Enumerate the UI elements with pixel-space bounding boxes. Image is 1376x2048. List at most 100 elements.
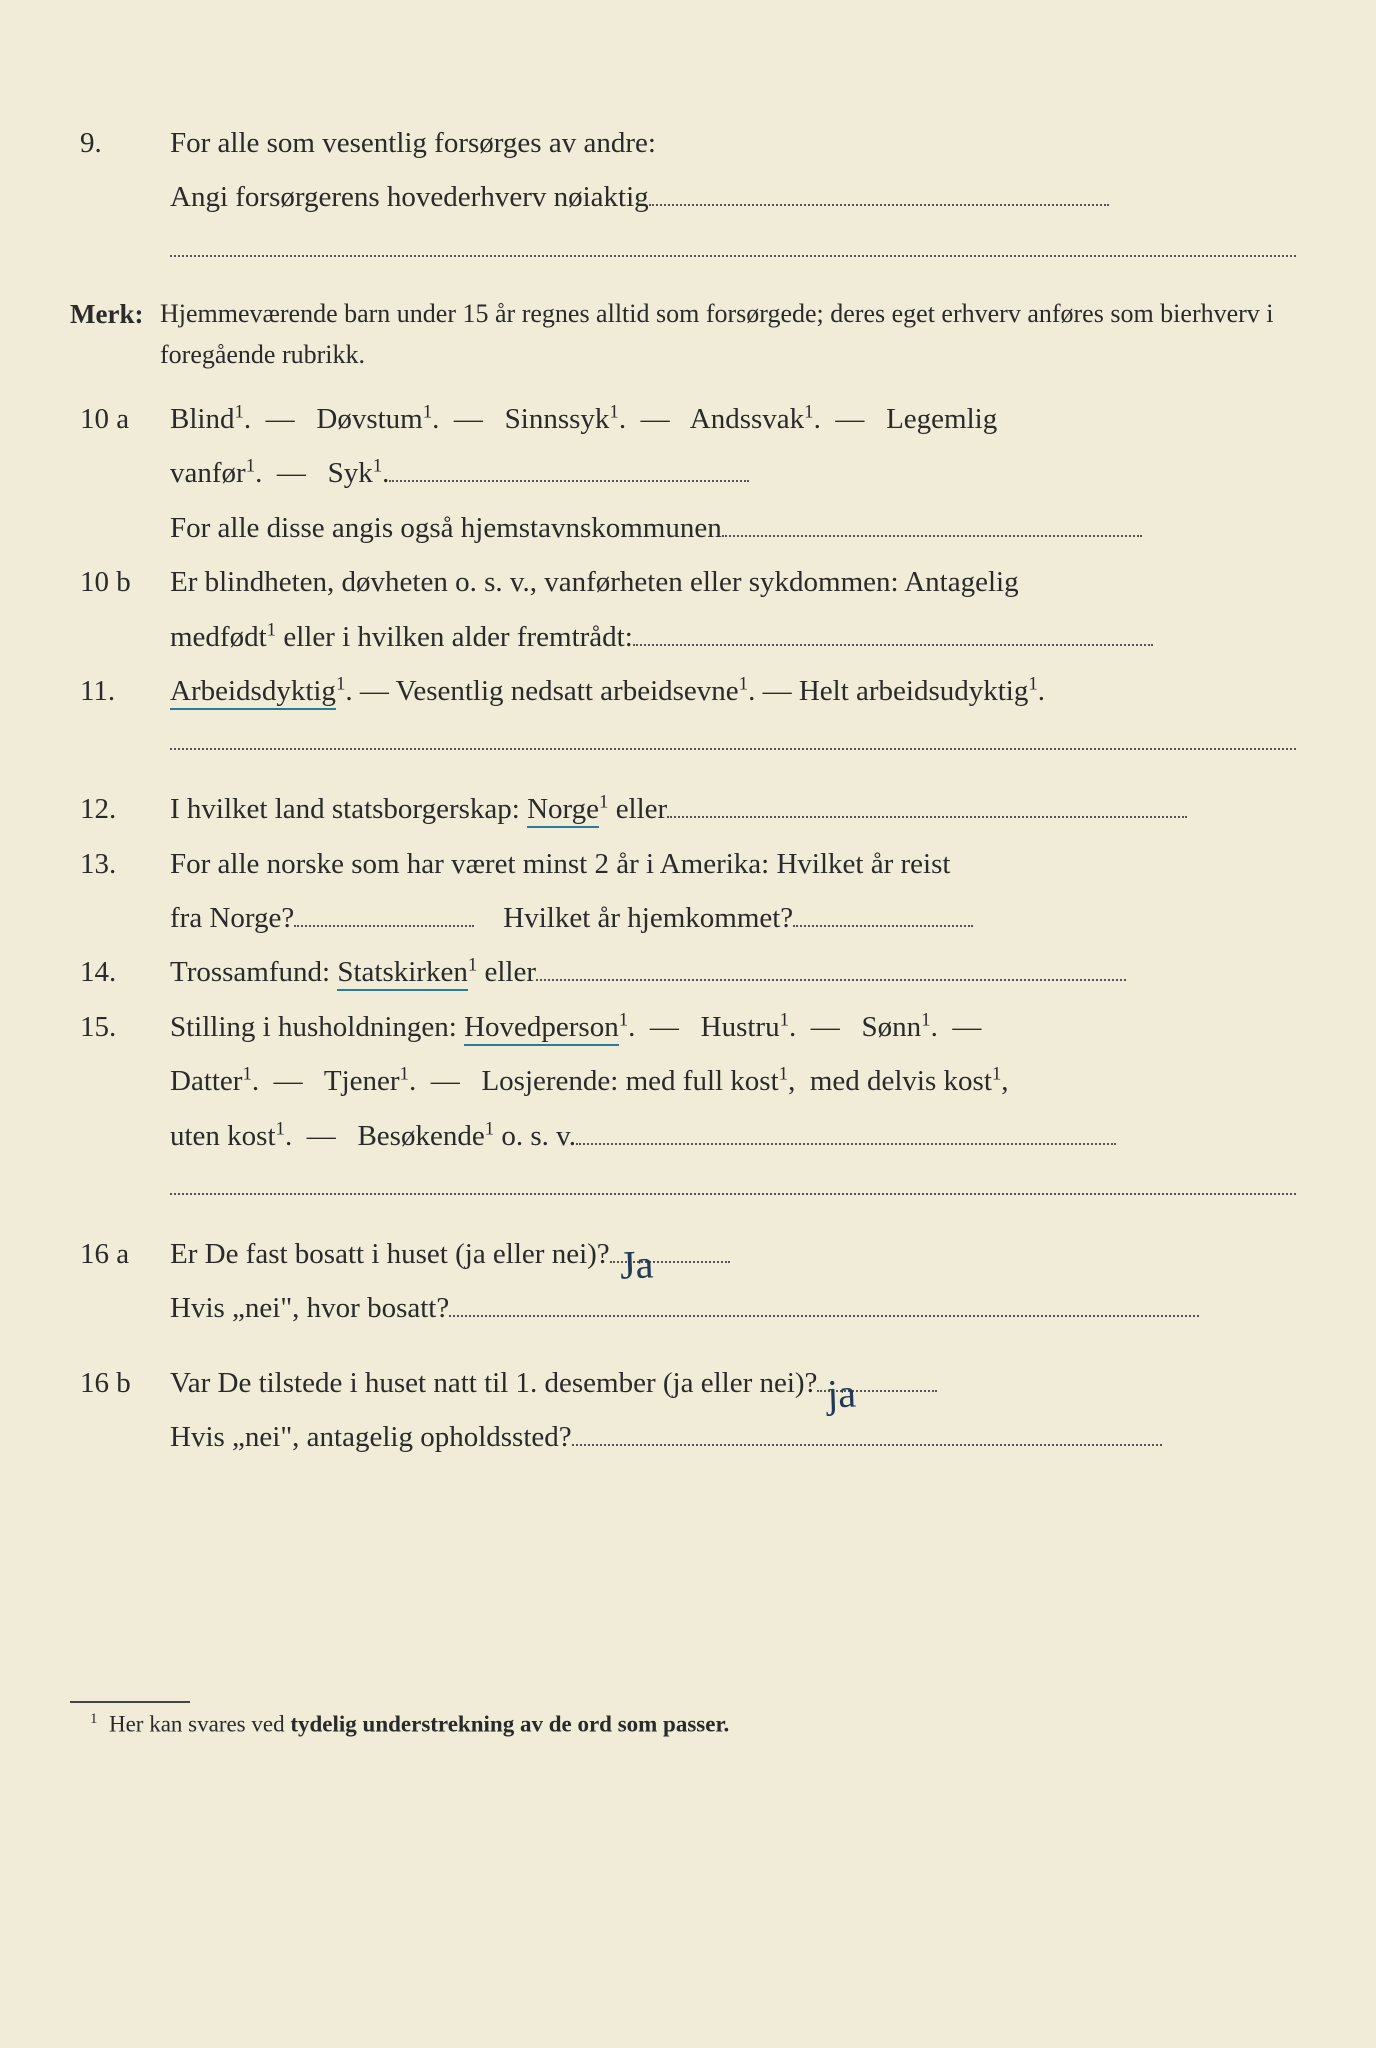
q10b-row2: medfødt1 eller i hvilken alder fremtrådt… xyxy=(70,614,1296,660)
q9-number: 9. xyxy=(70,120,170,166)
q16b-row2: Hvis „nei", antagelig opholdssted? xyxy=(70,1414,1296,1460)
footnote-bold: tydelig understrekning av de ord som pas… xyxy=(290,1711,729,1736)
q14-eller: eller xyxy=(477,956,536,988)
q16a-line2: Hvis „nei", hvor bosatt? xyxy=(170,1292,449,1324)
q11-opt2: Vesentlig nedsatt arbeidsevne xyxy=(396,675,739,707)
q13-row: 13. For alle norske som har været minst … xyxy=(70,841,1296,887)
q15-hovedperson[interactable]: Hovedperson xyxy=(464,1011,619,1046)
q15-row: 15. Stilling i husholdningen: Hovedperso… xyxy=(70,1004,1296,1050)
q13-blank1[interactable] xyxy=(294,925,474,927)
q15-tjener: Tjener xyxy=(324,1065,400,1097)
q15-delvis: med delvis kost xyxy=(810,1065,992,1097)
q13-line2b: Hvilket år hjemkommet? xyxy=(503,902,793,934)
q9-blank-full[interactable] xyxy=(170,227,1296,257)
q13-line2a: fra Norge? xyxy=(170,902,294,934)
q12-blank[interactable] xyxy=(667,816,1187,818)
q11-number: 11. xyxy=(70,668,170,714)
q13-blank2[interactable] xyxy=(793,925,973,927)
q11-opt3: Helt arbeidsudyktig xyxy=(799,675,1029,707)
q9-blank[interactable] xyxy=(649,204,1109,206)
q10a-legemlig: Legemlig xyxy=(886,403,997,435)
q13-line1: For alle norske som har været minst 2 år… xyxy=(170,841,1296,887)
q13-number: 13. xyxy=(70,841,170,887)
q16b-blank2[interactable] xyxy=(572,1444,1162,1446)
q15-besok: Besøkende xyxy=(357,1120,484,1152)
q9-content: For alle som vesentlig forsørges av andr… xyxy=(170,120,1296,166)
q9-row2: Angi forsørgerens hovederhverv nøiaktig xyxy=(70,174,1296,256)
merk-row: Merk: Hjemmeværende barn under 15 år reg… xyxy=(70,293,1296,376)
q10b-line2b: eller i hvilken alder fremtrådt: xyxy=(276,621,633,653)
q14-text: Trossamfund: xyxy=(170,956,337,988)
q15-blank2[interactable] xyxy=(170,1165,1296,1195)
q12-number: 12. xyxy=(70,786,170,832)
merk-text: Hjemmeværende barn under 15 år regnes al… xyxy=(160,293,1296,376)
q10a-blind: Blind xyxy=(170,403,234,435)
q10b-row: 10 b Er blindheten, døvheten o. s. v., v… xyxy=(70,559,1296,605)
q16a-blank2[interactable] xyxy=(449,1315,1199,1317)
q9-line1: For alle som vesentlig forsørges av andr… xyxy=(170,127,656,159)
q12-text: I hvilket land statsborgerskap: xyxy=(170,793,527,825)
q14-statskirken[interactable]: Statskirken xyxy=(337,956,468,991)
q15-number: 15. xyxy=(70,1004,170,1050)
q9-line2: Angi forsørgerens hovederhverv nøiaktig xyxy=(170,181,649,213)
q12-row: 12. I hvilket land statsborgerskap: Norg… xyxy=(70,786,1296,832)
q14-number: 14. xyxy=(70,949,170,995)
q10a-number: 10 a xyxy=(70,396,170,442)
q10a-row: 10 a Blind1. — Døvstum1. — Sinnssyk1. — … xyxy=(70,396,1296,442)
q15-row2: Datter1. — Tjener1. — Losjerende: med fu… xyxy=(70,1058,1296,1104)
q10a-dovstum: Døvstum xyxy=(316,403,422,435)
q15-sonn: Sønn xyxy=(862,1011,922,1043)
q10a-vanfor: vanfør xyxy=(170,457,246,489)
q10a-row3: For alle disse angis også hjemstavnskomm… xyxy=(70,505,1296,551)
q16a-row: 16 a Er De fast bosatt i huset (ja eller… xyxy=(70,1231,1296,1277)
merk-label: Merk: xyxy=(70,293,160,336)
q16b-row: 16 b Var De tilstede i huset natt til 1.… xyxy=(70,1360,1296,1406)
footnote-rule xyxy=(70,1701,190,1703)
q15-losj: Losjerende: med full kost xyxy=(481,1065,778,1097)
q10a-line3: For alle disse angis også hjemstavnskomm… xyxy=(170,512,722,544)
q16a-answer: Ja xyxy=(619,1232,655,1297)
q15-osv: o. s. v. xyxy=(494,1120,576,1152)
q12-eller: eller xyxy=(608,793,667,825)
census-form-page: 9. For alle som vesentlig forsørges av a… xyxy=(0,0,1376,2048)
q10a-sinnssyk: Sinnssyk xyxy=(505,403,610,435)
q13-row2: fra Norge? Hvilket år hjemkommet? xyxy=(70,895,1296,941)
q10a-blank2[interactable] xyxy=(722,535,1142,537)
q16a-row2: Hvis „nei", hvor bosatt? xyxy=(70,1285,1296,1331)
footnote-sup: 1 xyxy=(90,1711,97,1727)
q16b-number: 16 b xyxy=(70,1360,170,1406)
q10b-line2a: medfødt xyxy=(170,621,267,653)
q10a-row2: vanfør1. — Syk1. xyxy=(70,450,1296,496)
q15-uten: uten kost xyxy=(170,1120,276,1152)
q10b-number: 10 b xyxy=(70,559,170,605)
q16a-blank[interactable]: Ja xyxy=(610,1261,730,1263)
q16b-text: Var De tilstede i huset natt til 1. dese… xyxy=(170,1367,817,1399)
q10a-content: Blind1. — Døvstum1. — Sinnssyk1. — Andss… xyxy=(170,396,1296,442)
q10b-blank[interactable] xyxy=(633,644,1153,646)
q11-blank[interactable] xyxy=(170,720,1296,750)
q10b-content: Er blindheten, døvheten o. s. v., vanfør… xyxy=(170,559,1296,605)
q9-content2: Angi forsørgerens hovederhverv nøiaktig xyxy=(170,174,1296,256)
q16b-answer: ja xyxy=(826,1361,857,1426)
q10b-line1: Er blindheten, døvheten o. s. v., vanfør… xyxy=(170,566,1019,598)
q9-row: 9. For alle som vesentlig forsørges av a… xyxy=(70,120,1296,166)
q15-text: Stilling i husholdningen: xyxy=(170,1011,464,1043)
q15-row3: uten kost1. — Besøkende1 o. s. v. xyxy=(70,1113,1296,1195)
q14-row: 14. Trossamfund: Statskirken1 eller xyxy=(70,949,1296,995)
q14-blank[interactable] xyxy=(536,979,1126,981)
q15-blank[interactable] xyxy=(576,1143,1116,1145)
q16b-blank[interactable]: ja xyxy=(817,1390,937,1392)
q15-hustru: Hustru xyxy=(701,1011,780,1043)
q10a-syk: Syk xyxy=(328,457,373,489)
q16a-number: 16 a xyxy=(70,1231,170,1277)
q10a-andssvak: Andssvak xyxy=(690,403,804,435)
q11-opt1[interactable]: Arbeidsdyktig xyxy=(170,675,336,710)
q15-datter: Datter xyxy=(170,1065,242,1097)
footnote: 1 Her kan svares ved tydelig understrekn… xyxy=(70,1711,1296,1738)
footnote-text: Her kan svares ved xyxy=(109,1711,290,1736)
q10a-blank[interactable] xyxy=(389,480,749,482)
q16b-line2: Hvis „nei", antagelig opholdssted? xyxy=(170,1421,572,1453)
q12-norge[interactable]: Norge xyxy=(527,793,599,828)
q11-row: 11. Arbeidsdyktig1. — Vesentlig nedsatt … xyxy=(70,668,1296,750)
q16a-text: Er De fast bosatt i huset (ja eller nei)… xyxy=(170,1238,610,1270)
